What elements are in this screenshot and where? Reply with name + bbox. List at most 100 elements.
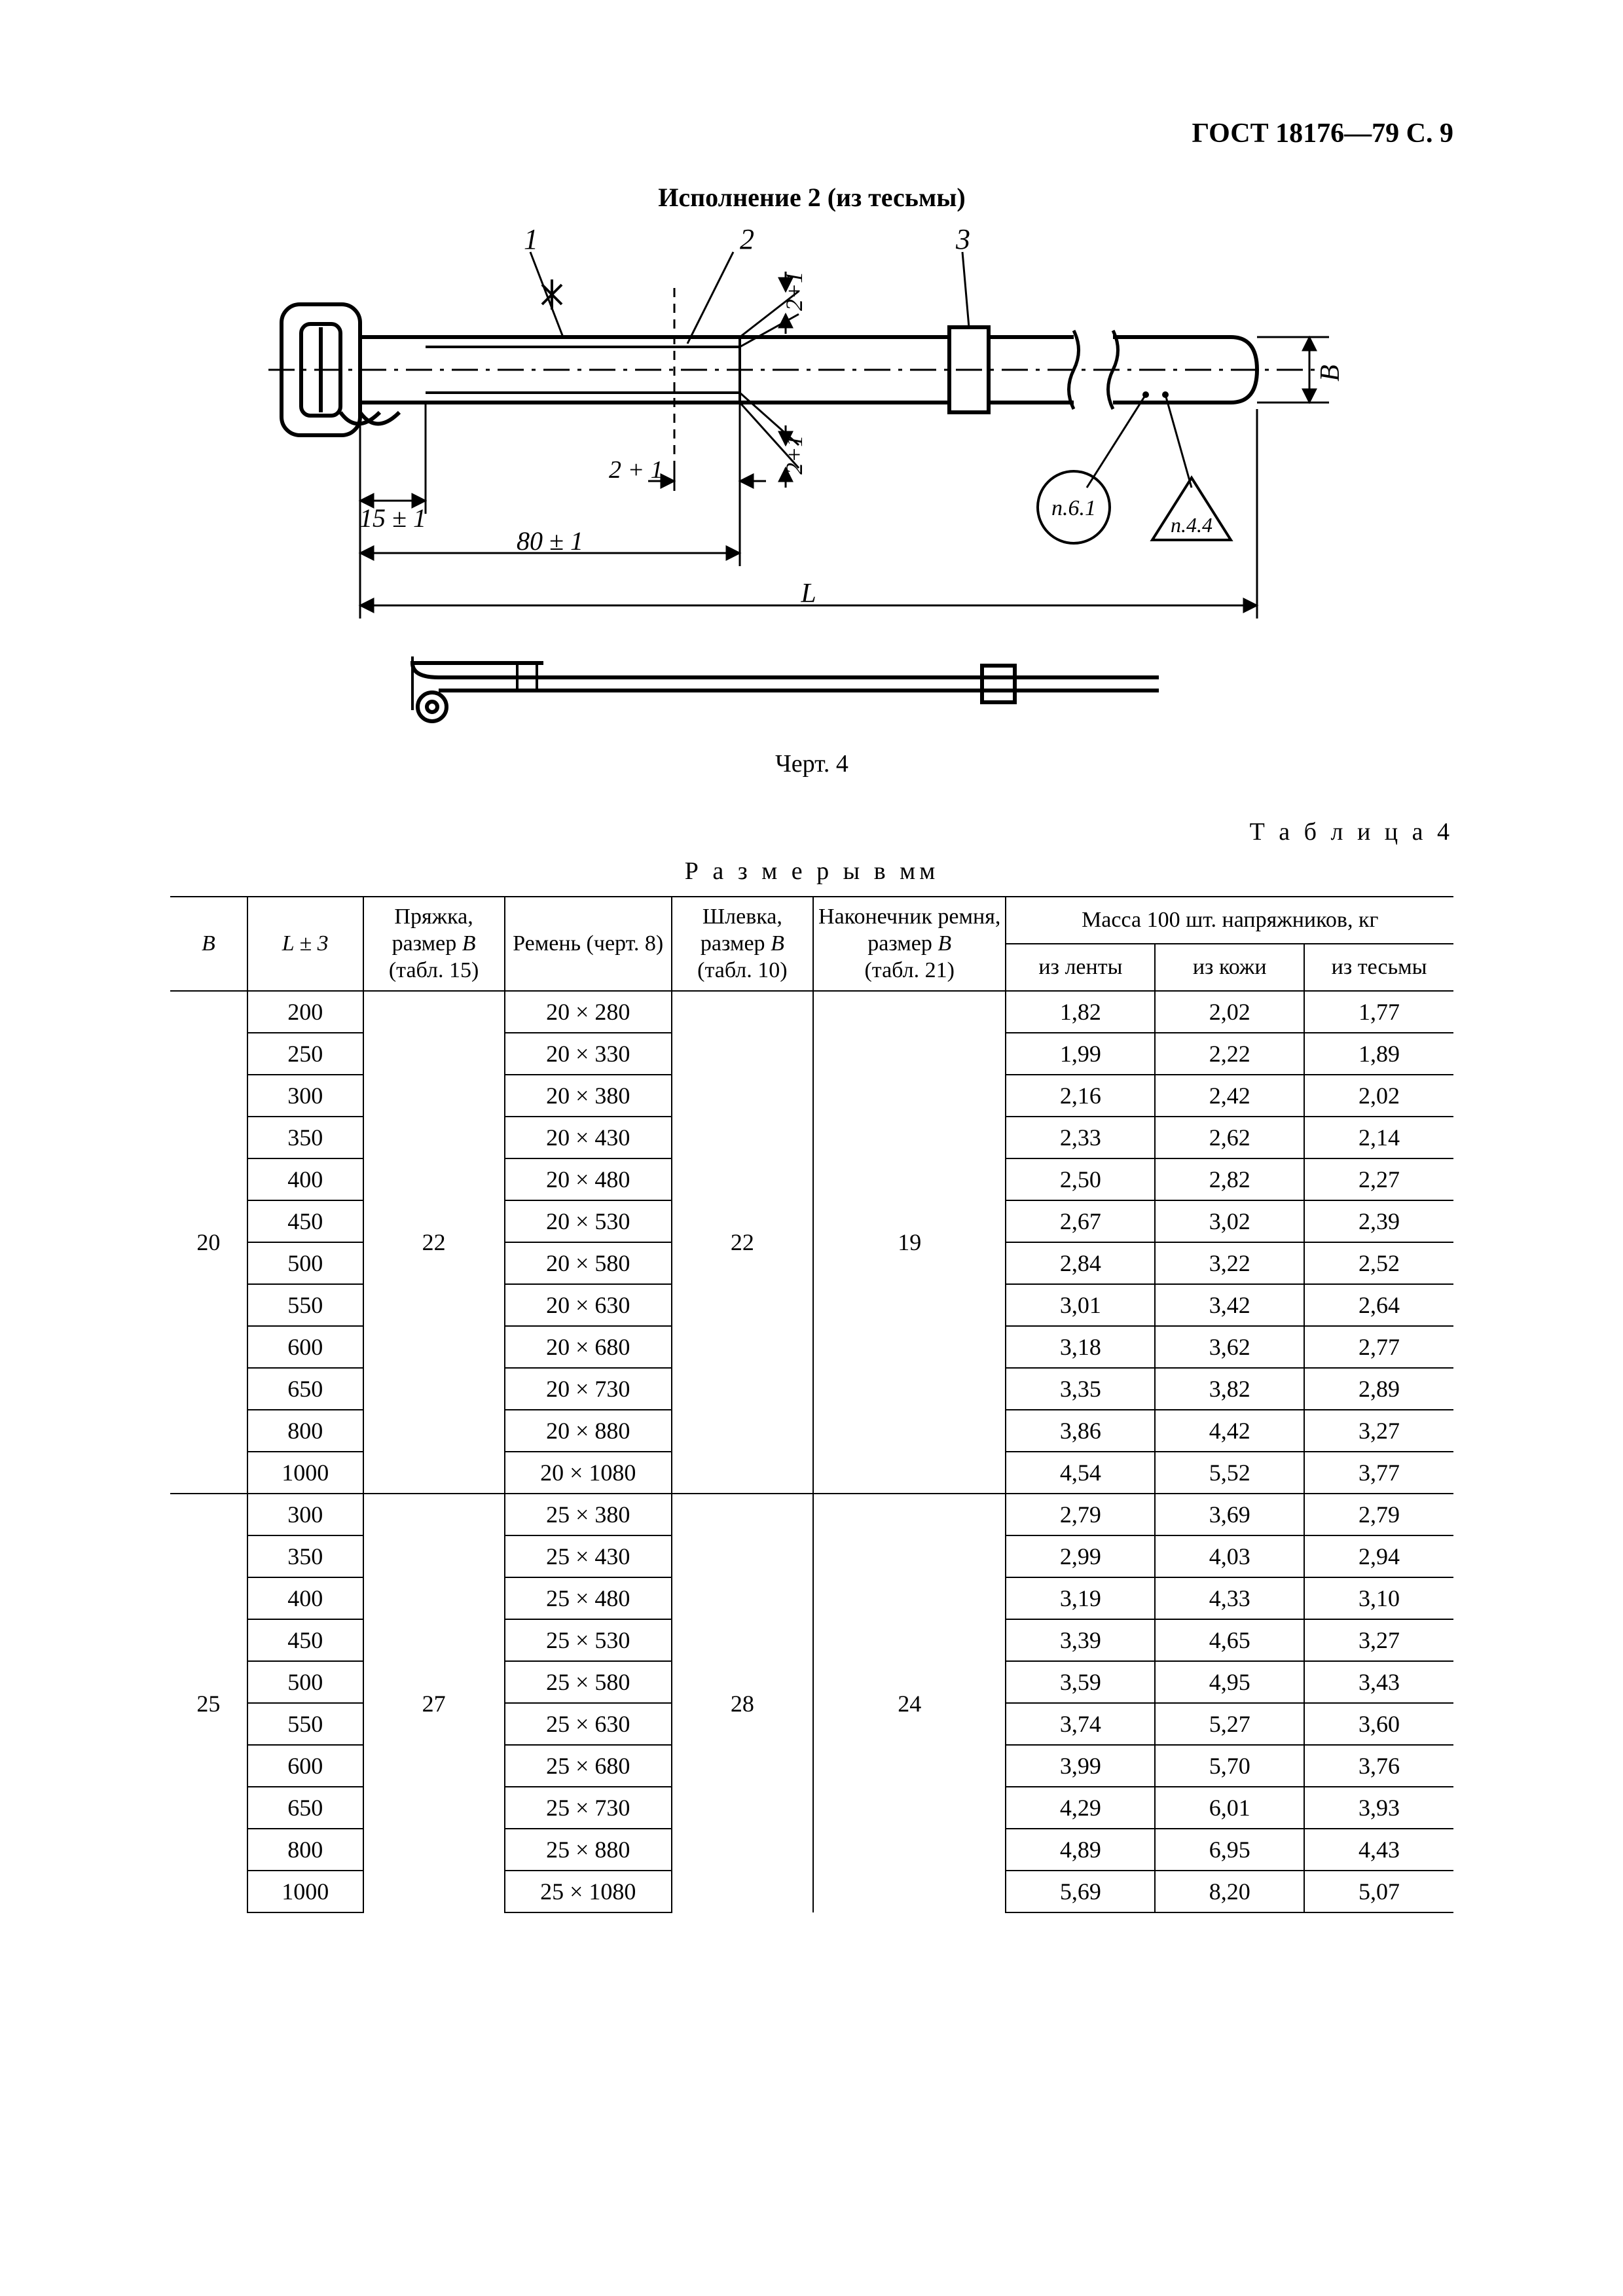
table-cell: 2,64 bbox=[1304, 1284, 1453, 1326]
dim-L: L bbox=[800, 579, 816, 609]
table-cell: 22 bbox=[363, 991, 505, 1494]
table-cell: 450 bbox=[247, 1619, 363, 1661]
table-number: Т а б л и ц а 4 bbox=[1250, 817, 1453, 846]
table-cell: 4,43 bbox=[1304, 1829, 1453, 1871]
table-cell: 4,89 bbox=[1006, 1829, 1155, 1871]
table-cell: 3,86 bbox=[1006, 1410, 1155, 1452]
table-cell: 2,22 bbox=[1155, 1033, 1304, 1075]
dim-2p1-top: 2+1 bbox=[781, 272, 807, 311]
table-cell: 2,89 bbox=[1304, 1368, 1453, 1410]
table-cell: 300 bbox=[247, 1494, 363, 1535]
table-cell: 3,74 bbox=[1006, 1703, 1155, 1745]
table-cell: 3,19 bbox=[1006, 1577, 1155, 1619]
table-cell: 600 bbox=[247, 1745, 363, 1787]
table-cell: 450 bbox=[247, 1200, 363, 1242]
table-cell: 2,67 bbox=[1006, 1200, 1155, 1242]
table-cell: 25 × 1080 bbox=[505, 1871, 672, 1912]
table-cell: 2,39 bbox=[1304, 1200, 1453, 1242]
table-cell: 2,82 bbox=[1155, 1158, 1304, 1200]
table-cell: 400 bbox=[247, 1577, 363, 1619]
th-buckle: Пряжка,размер B (табл. 15) bbox=[363, 897, 505, 991]
th-loop: Шлевка,размер B (табл. 10) bbox=[672, 897, 813, 991]
table-cell: 2,33 bbox=[1006, 1117, 1155, 1158]
table-cell: 25 × 480 bbox=[505, 1577, 672, 1619]
table-cell: 2,50 bbox=[1006, 1158, 1155, 1200]
table-cell: 3,69 bbox=[1155, 1494, 1304, 1535]
table-4: B L ± 3 Пряжка,размер B (табл. 15) Ремен… bbox=[170, 896, 1453, 1913]
th-L: L ± 3 bbox=[247, 897, 363, 991]
table-cell: 1000 bbox=[247, 1871, 363, 1912]
table-cell: 3,35 bbox=[1006, 1368, 1155, 1410]
table-cell: 3,02 bbox=[1155, 1200, 1304, 1242]
table-cell: 500 bbox=[247, 1661, 363, 1703]
table-cell: 20 × 330 bbox=[505, 1033, 672, 1075]
table-cell: 650 bbox=[247, 1368, 363, 1410]
table-cell: 550 bbox=[247, 1284, 363, 1326]
table-cell: 27 bbox=[363, 1494, 505, 1912]
figure-title: Исполнение 2 (из тесьмы) bbox=[170, 182, 1453, 213]
table-cell: 20 × 730 bbox=[505, 1368, 672, 1410]
table-cell: 3,01 bbox=[1006, 1284, 1155, 1326]
table-cell: 2,99 bbox=[1006, 1535, 1155, 1577]
table-cell: 20 bbox=[170, 991, 247, 1494]
th-tip: Наконечник ремня,размер B (табл. 21) bbox=[813, 897, 1006, 991]
callout-1: 1 bbox=[524, 226, 538, 255]
table-cell: 2,16 bbox=[1006, 1075, 1155, 1117]
table-cell: 3,10 bbox=[1304, 1577, 1453, 1619]
dim-2p1-bot: 2+1 bbox=[781, 435, 807, 475]
table-cell: 650 bbox=[247, 1787, 363, 1829]
table-cell: 20 × 580 bbox=[505, 1242, 672, 1284]
table-cell: 20 × 430 bbox=[505, 1117, 672, 1158]
table-cell: 19 bbox=[813, 991, 1006, 1494]
ref-triangle: п.4.4 bbox=[1171, 513, 1213, 537]
table-cell: 2,79 bbox=[1304, 1494, 1453, 1535]
th-mass: Масса 100 шт. напряжников, кг bbox=[1006, 897, 1453, 944]
table-cell: 1000 bbox=[247, 1452, 363, 1494]
table-cell: 25 × 730 bbox=[505, 1787, 672, 1829]
ref-circle: п.6.1 bbox=[1051, 496, 1096, 520]
table-cell: 20 × 880 bbox=[505, 1410, 672, 1452]
table-cell: 4,95 bbox=[1155, 1661, 1304, 1703]
table-cell: 25 × 880 bbox=[505, 1829, 672, 1871]
table-cell: 20 × 630 bbox=[505, 1284, 672, 1326]
table-cell: 350 bbox=[247, 1535, 363, 1577]
table-cell: 4,54 bbox=[1006, 1452, 1155, 1494]
running-head: ГОСТ 18176—79 С. 9 bbox=[170, 118, 1453, 149]
dim-15: 15 ± 1 bbox=[359, 503, 426, 533]
table-cell: 3,22 bbox=[1155, 1242, 1304, 1284]
table-cell: 350 bbox=[247, 1117, 363, 1158]
table-cell: 4,65 bbox=[1155, 1619, 1304, 1661]
table-cell: 20 × 280 bbox=[505, 991, 672, 1033]
table-cell: 8,20 bbox=[1155, 1871, 1304, 1912]
table-cell: 3,62 bbox=[1155, 1326, 1304, 1368]
table-cell: 25 × 530 bbox=[505, 1619, 672, 1661]
table-cell: 1,82 bbox=[1006, 991, 1155, 1033]
figure-4: 1 2 3 2+1 2+1 2 + 1 15 ± 1 80 ± 1 L B п.… bbox=[170, 226, 1453, 736]
table-cell: 20 × 680 bbox=[505, 1326, 672, 1368]
table-cell: 2,84 bbox=[1006, 1242, 1155, 1284]
table-cell: 2,52 bbox=[1304, 1242, 1453, 1284]
table-cell: 25 × 430 bbox=[505, 1535, 672, 1577]
table-cell: 3,27 bbox=[1304, 1410, 1453, 1452]
table-cell: 500 bbox=[247, 1242, 363, 1284]
table-cell: 3,42 bbox=[1155, 1284, 1304, 1326]
table-cell: 3,82 bbox=[1155, 1368, 1304, 1410]
th-m2: из кожи bbox=[1155, 944, 1304, 991]
table-cell: 800 bbox=[247, 1829, 363, 1871]
table-cell: 5,27 bbox=[1155, 1703, 1304, 1745]
table-cell: 3,18 bbox=[1006, 1326, 1155, 1368]
table-cell: 4,33 bbox=[1155, 1577, 1304, 1619]
table-cell: 25 × 580 bbox=[505, 1661, 672, 1703]
table-cell: 600 bbox=[247, 1326, 363, 1368]
table-cell: 2,77 bbox=[1304, 1326, 1453, 1368]
dim-B: B bbox=[1315, 365, 1345, 382]
table-cell: 400 bbox=[247, 1158, 363, 1200]
table-cell: 5,70 bbox=[1155, 1745, 1304, 1787]
table-cell: 2,27 bbox=[1304, 1158, 1453, 1200]
table-cell: 3,76 bbox=[1304, 1745, 1453, 1787]
table-cell: 2,79 bbox=[1006, 1494, 1155, 1535]
table-cell: 5,69 bbox=[1006, 1871, 1155, 1912]
table-cell: 250 bbox=[247, 1033, 363, 1075]
table-cell: 3,59 bbox=[1006, 1661, 1155, 1703]
table-cell: 5,07 bbox=[1304, 1871, 1453, 1912]
